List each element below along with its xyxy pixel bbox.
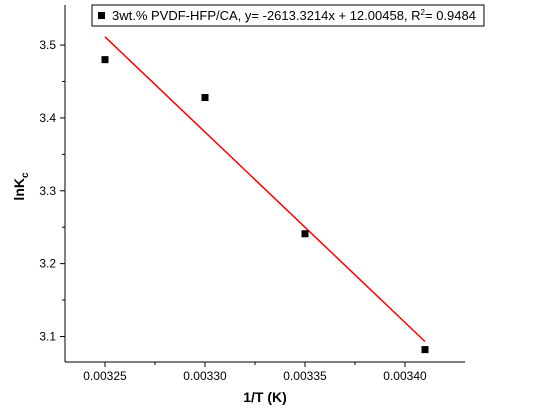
x-ticks: 0.00325 0.00330 0.00335 0.00340 [83, 362, 427, 383]
legend-entry-tail: = 0.9484 [425, 8, 476, 23]
legend: 3wt.% PVDF-HFP/CA, y= -2613.3214x + 12.0… [91, 4, 485, 27]
fit-layer [104, 36, 426, 343]
y-tick-label: 3.4 [39, 111, 56, 125]
y-tick-label: 3.2 [39, 257, 56, 271]
y-ticks: 3.1 3.2 3.3 3.4 3.5 [39, 38, 65, 344]
y-axis-title: lnKc [11, 172, 31, 201]
plot-frame [64, 5, 465, 363]
data-point [301, 230, 309, 238]
data-point [101, 56, 109, 64]
legend-entry-label: 3wt.% PVDF-HFP/CA, y= -2613.3214x + 12.0… [112, 8, 476, 23]
y-tick-label: 3.3 [39, 184, 56, 198]
legend-marker [98, 12, 105, 19]
y-tick-label: 3.1 [39, 330, 56, 344]
y-axis-title-main: lnK [11, 178, 27, 201]
points-layer [101, 56, 429, 354]
y-tick-label: 3.5 [39, 38, 56, 52]
x-tick-label: 0.00335 [283, 369, 327, 383]
legend-entry-name: 3wt.% PVDF-HFP/CA, y= -2613.3214x + 12.0… [112, 8, 421, 23]
legend-entry-superscript: 2 [421, 8, 426, 17]
data-point [201, 94, 209, 102]
x-tick-label: 0.00330 [183, 369, 227, 383]
y-axis-title-subscript: c [20, 172, 31, 178]
x-axis-title: 1/T (K) [243, 389, 287, 405]
x-tick-label: 0.00325 [83, 369, 127, 383]
legend-box [91, 4, 485, 27]
data-point [421, 346, 429, 354]
fit-line [104, 36, 426, 343]
x-tick-label: 0.00340 [383, 369, 427, 383]
